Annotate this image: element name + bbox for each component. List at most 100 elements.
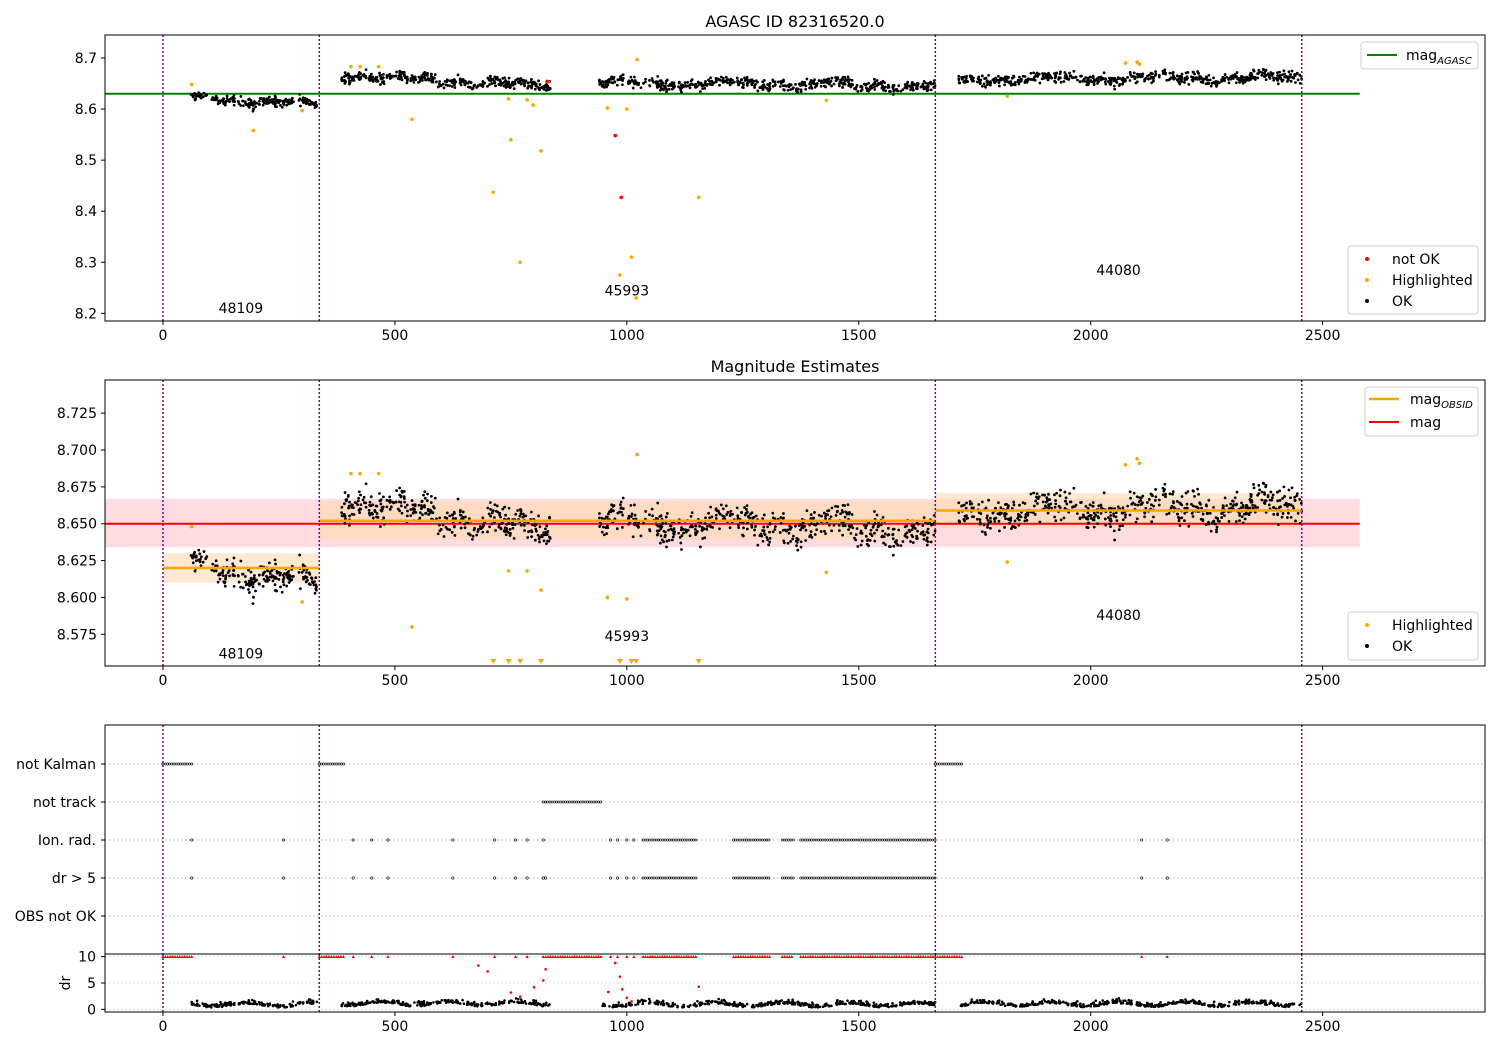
panel2-ok-point bbox=[1045, 497, 1049, 501]
panel2-ok-point bbox=[497, 523, 501, 527]
panel2-ok-point bbox=[1242, 512, 1246, 516]
dr-ok-point bbox=[904, 1002, 907, 1006]
panel2-ok-point bbox=[719, 503, 723, 507]
panel2-ok-point bbox=[1215, 530, 1218, 534]
panel2-ok-point bbox=[1097, 516, 1101, 520]
panel2-ok-point bbox=[680, 526, 683, 529]
dr-ok-point bbox=[524, 1002, 528, 1005]
panel1-ok-point bbox=[1168, 71, 1172, 75]
panel1-ok-point bbox=[1131, 74, 1135, 78]
panel1-ok-point bbox=[888, 89, 891, 93]
panel2-ok-point bbox=[1089, 514, 1093, 517]
panel2-ok-point bbox=[612, 504, 616, 507]
dr-ok-point bbox=[1217, 1003, 1221, 1007]
panel1-ok-point bbox=[1221, 76, 1225, 80]
panel2-ok-point bbox=[518, 514, 522, 518]
panel1-ok-point bbox=[232, 103, 236, 107]
panel2-ok-point bbox=[760, 534, 764, 538]
panel2-ok-point bbox=[728, 526, 732, 530]
panel2-ok-point bbox=[308, 583, 312, 587]
panel2-ok-point bbox=[467, 517, 471, 521]
panel2-ok-point bbox=[505, 523, 508, 526]
panel2-ok-point bbox=[1004, 517, 1008, 521]
panel1-ok-point bbox=[519, 77, 523, 81]
panel1-ok-point bbox=[809, 84, 813, 88]
flag-point bbox=[747, 876, 751, 880]
panel2-ok-point bbox=[1205, 511, 1209, 515]
flag-point bbox=[577, 800, 580, 804]
panel1-ok-point bbox=[873, 88, 877, 91]
panel2-ok-point bbox=[809, 533, 813, 537]
panel2-ok-point bbox=[511, 523, 515, 526]
panel2-ok-point bbox=[660, 538, 664, 542]
panel1-ok-point bbox=[1180, 80, 1184, 83]
panel1-ok-point bbox=[621, 83, 624, 87]
panel2-ok-point bbox=[493, 503, 497, 507]
panel2-ok-point bbox=[226, 571, 230, 574]
panel1-ok-point bbox=[1272, 76, 1276, 80]
panel2-ok-point bbox=[453, 511, 456, 515]
panel1-ok-point bbox=[388, 73, 392, 77]
panel1-ok-point bbox=[432, 76, 436, 80]
dr-ok-point bbox=[874, 1005, 877, 1008]
panel2-ok-point bbox=[850, 513, 854, 516]
panel2-ok-point bbox=[767, 543, 771, 547]
panel2-ok-point bbox=[214, 559, 218, 563]
dr-ok-point bbox=[341, 1002, 345, 1005]
panel2-ok-point bbox=[665, 545, 668, 549]
dr-ok-point bbox=[838, 1002, 842, 1005]
flag-point bbox=[743, 876, 746, 880]
flag-point bbox=[672, 876, 676, 880]
panel2-ok-point bbox=[364, 505, 368, 509]
panel2-ok-point bbox=[809, 513, 813, 517]
panel1-ok-point bbox=[773, 80, 777, 84]
panel2-highlighted-point bbox=[824, 570, 829, 575]
panel1-ok-point bbox=[493, 75, 497, 79]
panel1-ok-point bbox=[538, 83, 542, 86]
panel2-ok-point bbox=[717, 511, 721, 515]
panel1-ok-point bbox=[1087, 79, 1091, 83]
dr-ok-point bbox=[361, 1003, 365, 1006]
panel2-ok-point bbox=[398, 493, 402, 497]
panel2-ok-point bbox=[217, 573, 221, 577]
panel1-ok-point bbox=[1146, 74, 1149, 78]
flag-point bbox=[681, 876, 685, 880]
panel1-ok-point bbox=[610, 81, 614, 85]
panel1-ok-point bbox=[1289, 73, 1292, 76]
panel2-ok-point bbox=[261, 572, 265, 576]
dr-ok-point bbox=[791, 998, 794, 1001]
panel2-ok-point bbox=[1036, 497, 1040, 500]
panel1-ok-point bbox=[512, 87, 516, 90]
legend2-highlighted-marker-icon bbox=[1365, 623, 1369, 627]
flag-point bbox=[550, 800, 554, 804]
dr-ok-point bbox=[224, 1004, 228, 1008]
panel2-ok-point bbox=[1164, 492, 1167, 496]
dr-ok-point bbox=[458, 1002, 462, 1005]
panel2-ok-point bbox=[446, 527, 449, 531]
panel2-ok-point bbox=[545, 524, 549, 528]
panel1-ok-point bbox=[210, 98, 214, 101]
dr-ok-point bbox=[1292, 1002, 1296, 1006]
flag-point bbox=[165, 762, 169, 766]
panel2-ok-point bbox=[1034, 499, 1038, 503]
flag-point bbox=[555, 800, 558, 804]
panel1-ok-point bbox=[768, 88, 772, 92]
panel1-ok-point bbox=[412, 80, 416, 84]
panel2-ok-point bbox=[371, 516, 375, 520]
panel2-ok-point bbox=[795, 537, 799, 540]
panel2-ok-point bbox=[1216, 519, 1220, 523]
panel2-ok-point bbox=[980, 500, 984, 504]
dr-ok-point bbox=[899, 1003, 903, 1007]
flag-point bbox=[351, 838, 355, 842]
panel1-ok-point bbox=[1260, 71, 1264, 74]
flag-point bbox=[758, 876, 762, 880]
panel2-ok-point bbox=[281, 580, 285, 584]
panel1-ok-point bbox=[880, 81, 884, 85]
panel1-ok-point bbox=[925, 87, 929, 91]
panel1-ok-point bbox=[1235, 75, 1239, 79]
panel2-ok-point bbox=[1184, 491, 1188, 495]
panel1-ok-point bbox=[1099, 78, 1103, 82]
panel1-ok-point bbox=[396, 77, 400, 80]
dr-ok-point bbox=[1227, 1004, 1230, 1008]
panel2-ok-point bbox=[616, 511, 620, 515]
